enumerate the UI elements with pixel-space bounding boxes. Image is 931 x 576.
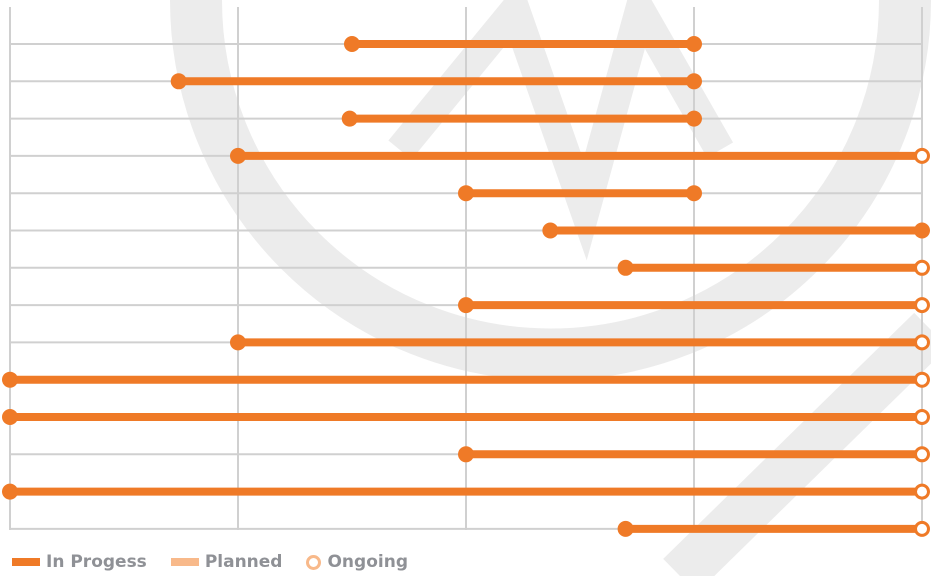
timeline-row <box>458 185 702 202</box>
start-marker <box>458 446 474 463</box>
ongoing-end-marker <box>914 483 930 500</box>
ongoing-end-marker <box>914 446 930 463</box>
legend-label-ongoing: Ongoing <box>327 552 408 572</box>
start-marker <box>617 520 634 537</box>
timeline-row <box>617 259 930 276</box>
in-progress-swatch <box>12 558 40 566</box>
ongoing-ring-icon <box>306 554 322 570</box>
start-marker <box>617 259 634 276</box>
end-marker <box>686 36 702 52</box>
end-marker <box>686 110 702 127</box>
timeline-row <box>170 73 702 90</box>
start-marker <box>458 185 474 202</box>
start-marker <box>458 297 474 314</box>
end-marker <box>686 73 702 90</box>
timeline-row <box>617 520 930 537</box>
legend-label-planned: Planned <box>204 552 283 572</box>
timeline-row <box>542 222 930 239</box>
legend-item-ongoing: Ongoing <box>306 552 408 572</box>
timeline-row <box>458 297 930 314</box>
start-marker <box>344 36 360 52</box>
end-marker <box>914 222 930 239</box>
timeline-row <box>458 446 930 463</box>
legend: In Progess Planned Ongoing <box>12 551 408 573</box>
legend-item-in-progress: In Progess <box>12 552 147 572</box>
start-marker <box>542 222 559 239</box>
start-marker <box>341 110 358 127</box>
start-marker <box>230 334 246 351</box>
ongoing-end-marker <box>914 334 930 351</box>
timeline-row <box>230 147 930 164</box>
timeline-row <box>2 483 930 500</box>
timeline-row <box>2 409 930 425</box>
timeline-row <box>2 371 930 388</box>
planned-swatch <box>170 558 199 566</box>
ongoing-end-marker <box>914 147 930 164</box>
timeline-row <box>341 110 702 127</box>
timeline-row <box>344 36 702 52</box>
ongoing-end-marker <box>914 409 930 425</box>
ongoing-end-marker <box>914 259 930 276</box>
legend-label-in-progress: In Progess <box>46 552 147 572</box>
end-marker <box>686 185 702 202</box>
start-marker <box>2 409 18 425</box>
start-marker <box>2 371 18 388</box>
ongoing-end-marker <box>914 520 930 537</box>
legend-item-planned: Planned <box>170 552 283 572</box>
ongoing-end-marker <box>914 371 930 388</box>
start-marker <box>2 483 18 500</box>
timeline-row <box>230 334 930 351</box>
ongoing-end-marker <box>914 297 930 314</box>
start-marker <box>170 73 187 90</box>
start-marker <box>230 147 246 164</box>
timeline-rows <box>2 36 930 537</box>
